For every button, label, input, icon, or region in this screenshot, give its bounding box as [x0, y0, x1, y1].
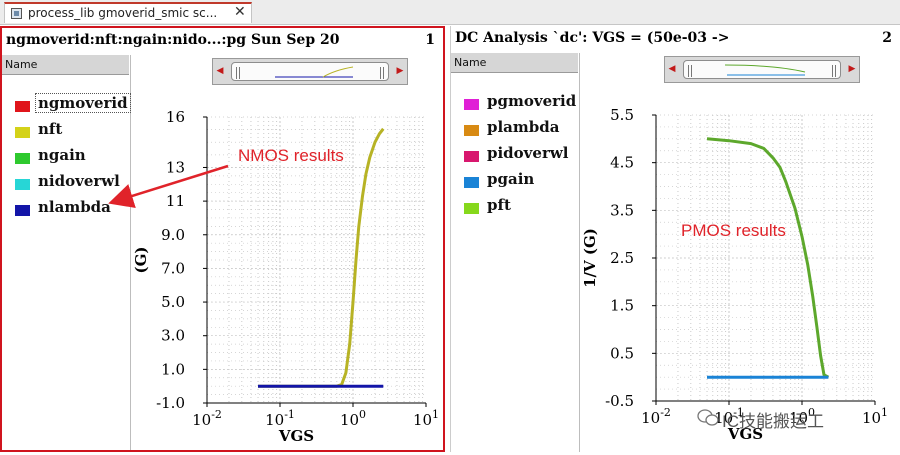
legend-swatch — [15, 127, 30, 138]
series-line-pft — [706, 137, 830, 379]
horizontal-scroller[interactable]: ◀ ▶ — [212, 58, 408, 85]
y-tick-label: 1.0 — [161, 360, 185, 378]
y-tick-label: 11 — [166, 192, 185, 210]
window-number: 2 — [882, 30, 892, 46]
x-tick-label: 100 — [789, 406, 815, 427]
overview-thumbnail — [275, 66, 354, 78]
legend-swatch — [464, 99, 479, 110]
y-tick-label: -1.0 — [156, 394, 185, 412]
legend-swatch — [464, 125, 479, 136]
legend-label[interactable]: ngmoverid — [35, 93, 131, 113]
grip-icon — [688, 65, 692, 77]
series-line-nft — [258, 127, 385, 388]
y-tick-label: 1.5 — [610, 297, 634, 315]
y-tick-label: 2.5 — [610, 249, 634, 267]
x-tick-label: 10-1 — [265, 408, 295, 429]
arrow-nmos — [108, 164, 229, 208]
y-tick-label: 13 — [166, 158, 185, 176]
y-axis-label: (G) — [132, 246, 150, 273]
y-tick-label: 9.0 — [161, 226, 185, 244]
scroll-right-icon[interactable]: ▶ — [396, 66, 404, 76]
name-column-header[interactable]: Name — [2, 55, 129, 75]
waveform-window-pmos[interactable]: DC Analysis `dc': VGS = (50e-03 -> 2 Nam… — [450, 26, 900, 452]
grid — [655, 114, 875, 402]
document-tab[interactable]: process_lib gmoverid_smic sc... ✕ — [4, 2, 252, 23]
legend-swatch — [464, 203, 479, 214]
scroll-right-icon[interactable]: ▶ — [848, 64, 856, 74]
grid — [206, 116, 426, 404]
annotation-pmos: PMOS results — [681, 221, 786, 240]
wechat-icon — [697, 409, 719, 426]
legend-swatch — [15, 101, 30, 112]
name-column-header[interactable]: Name — [451, 53, 578, 73]
y-axis-label: 1/V (G) — [581, 228, 599, 288]
x-axis-label: VGS — [278, 427, 314, 445]
legend-panel: Name pgmoverid plambda pidoverwl pgain pft — [451, 53, 580, 452]
legend-panel: Name ngmoverid nft ngain nidoverwl nlambda — [2, 55, 131, 450]
legend-label[interactable]: nlambda — [38, 198, 111, 216]
watermark-text: IC技能搬运工 — [722, 412, 824, 431]
legend-label[interactable]: pgmoverid — [487, 92, 577, 110]
scroll-left-icon[interactable]: ◀ — [216, 66, 224, 76]
y-tick-label: 3.0 — [161, 327, 185, 345]
window-title-text: ngmoverid:nft:ngain:nido...:pg Sun Sep 2… — [6, 32, 340, 48]
scroller-thumb[interactable] — [231, 62, 389, 81]
x-tick-label: 101 — [862, 406, 888, 427]
legend-swatch — [15, 153, 30, 164]
y-tick-label: 5.0 — [161, 293, 185, 311]
x-axis-label: VGS — [727, 425, 763, 443]
tab-title: process_lib gmoverid_smic sc... — [28, 6, 218, 20]
x-tick-label: 101 — [413, 408, 439, 429]
x-tick-label: 10-2 — [192, 408, 222, 429]
y-tick-label: 3.5 — [610, 201, 634, 219]
y-tick-label: 5.5 — [610, 106, 634, 124]
legend-label[interactable]: ngain — [38, 146, 86, 164]
x-tick-label: 100 — [340, 408, 366, 429]
legend-swatch — [15, 205, 30, 216]
grip-icon — [236, 67, 240, 79]
grip-icon — [380, 67, 384, 79]
y-tick-label: 16 — [166, 108, 185, 126]
horizontal-scroller[interactable]: ◀ ▶ — [664, 56, 860, 83]
waveform-window-nmos[interactable]: ngmoverid:nft:ngain:nido...:pg Sun Sep 2… — [0, 26, 445, 452]
tab-bar: process_lib gmoverid_smic sc... ✕ — [0, 0, 900, 25]
grip-icon — [832, 65, 836, 77]
y-tick-label: -0.5 — [605, 392, 634, 410]
legend-label[interactable]: plambda — [487, 118, 560, 136]
scroll-left-icon[interactable]: ◀ — [668, 64, 676, 74]
window-icon — [11, 8, 22, 19]
legend-label[interactable]: nft — [38, 120, 63, 138]
window-title: DC Analysis `dc': VGS = (50e-03 -> 2 — [455, 30, 892, 50]
close-icon[interactable]: ✕ — [234, 4, 246, 20]
window-number: 1 — [425, 32, 435, 48]
legend-label[interactable]: nidoverwl — [38, 172, 120, 190]
window-title: ngmoverid:nft:ngain:nido...:pg Sun Sep 2… — [6, 32, 435, 52]
y-tick-label: 4.5 — [610, 154, 634, 172]
legend-swatch — [464, 151, 479, 162]
scroller-thumb[interactable] — [683, 60, 841, 79]
legend-label[interactable]: pft — [487, 196, 511, 214]
y-tick-label: 0.5 — [610, 344, 634, 362]
legend-label[interactable]: pidoverwl — [487, 144, 569, 162]
window-title-text: DC Analysis `dc': VGS = (50e-03 -> — [455, 30, 730, 46]
x-tick-label: 10-2 — [641, 406, 671, 427]
y-tick-label: 7.0 — [161, 259, 185, 277]
legend-swatch — [15, 179, 30, 190]
legend-swatch — [464, 177, 479, 188]
legend-label[interactable]: pgain — [487, 170, 535, 188]
nmos-plot[interactable]: -1.0 1.0 3.0 5.0 7.0 9.0 11 13 16 10-2 10-1 100 101 V… — [132, 83, 442, 453]
annotation-nmos: NMOS results — [238, 146, 344, 165]
pmos-plot[interactable]: -0.5 0.5 1.5 2.5 3.5 4.5 5.5 10-2 10-1 100 101 VGS 1… — [581, 81, 899, 451]
x-tick-label: 10-1 — [714, 406, 744, 427]
overview-thumbnail — [724, 64, 806, 76]
